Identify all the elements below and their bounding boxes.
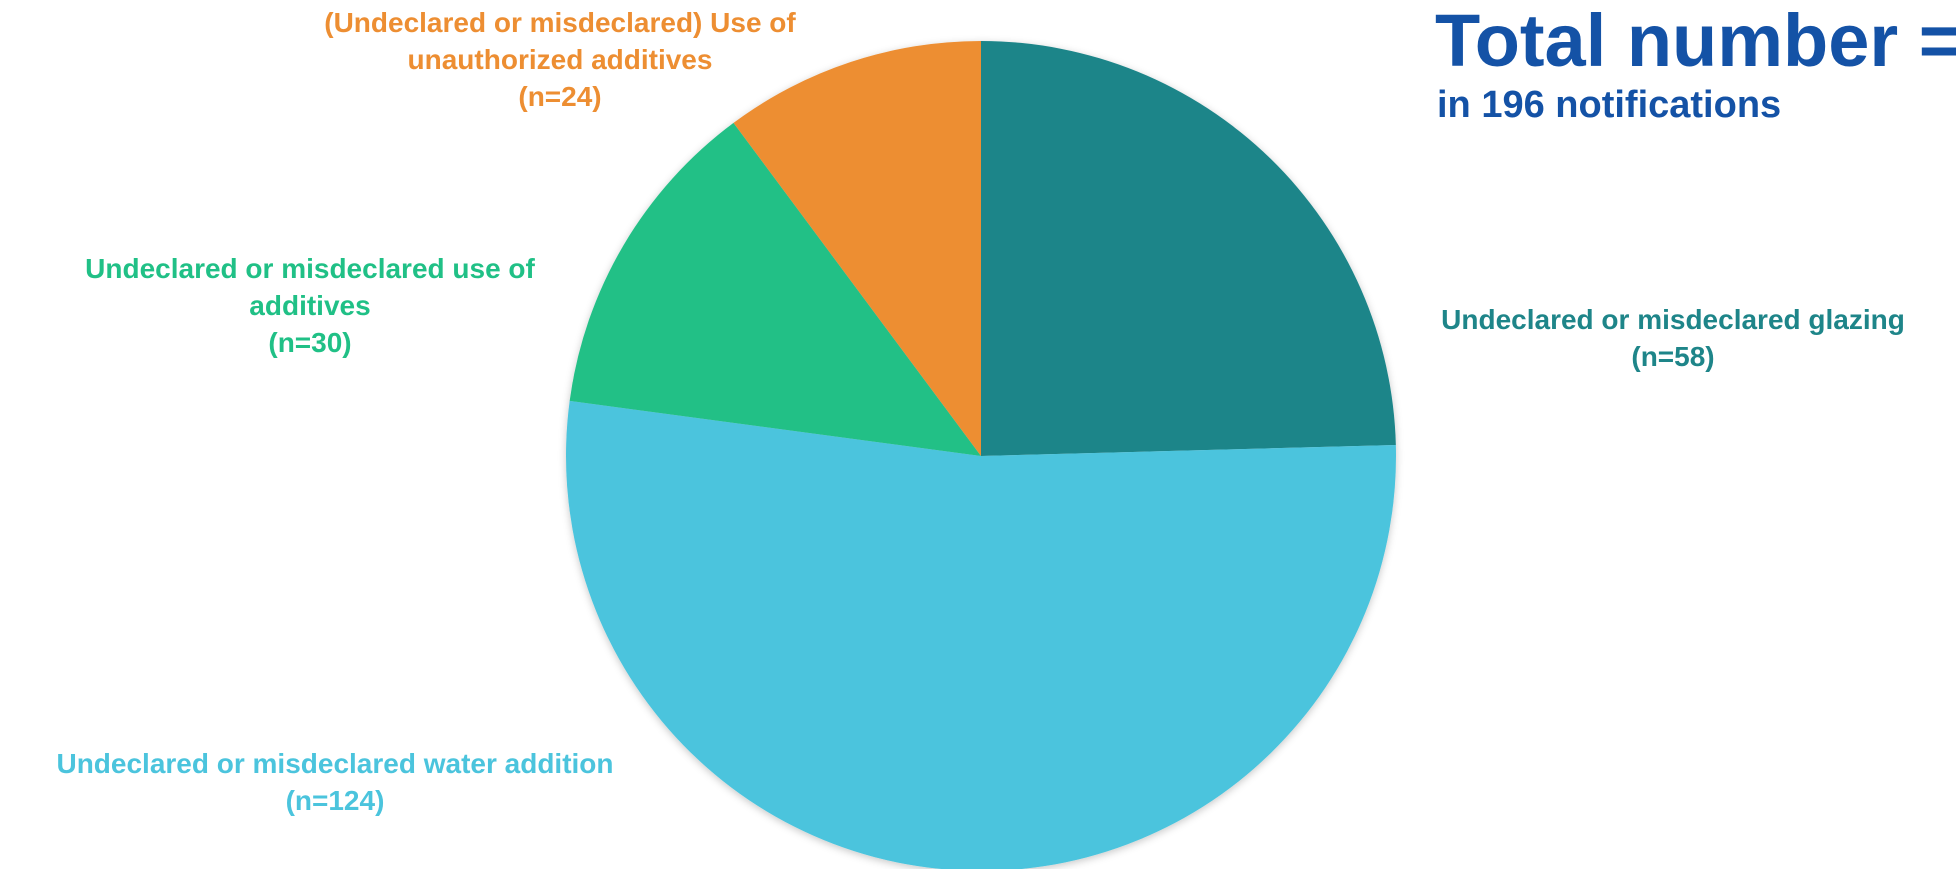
pie-slice-water-addition [566, 400, 1396, 869]
pie-slice-use-of-additives [569, 122, 981, 457]
slice-label-unauthorized-additives-line-1: (Undeclared or misdeclared) Use of [324, 7, 796, 38]
slice-label-use-of-additives-line-1: Undeclared or misdeclared use of [85, 253, 535, 284]
slice-label-water-addition: Undeclared or misdeclared water addition… [0, 745, 670, 819]
pie-slice-unauthorized-additives [733, 41, 981, 456]
slice-label-use-of-additives: Undeclared or misdeclared use of additiv… [30, 250, 590, 361]
slice-label-glazing: Undeclared or misdeclared glazing (n=58) [1413, 301, 1933, 375]
slice-label-use-of-additives-count: (n=30) [268, 327, 352, 358]
slice-label-glazing-count: (n=58) [1631, 341, 1715, 372]
slice-label-unauthorized-additives: (Undeclared or misdeclared) Use of unaut… [270, 4, 850, 115]
chart-subtitle: in 196 notifications [1437, 84, 1782, 126]
slice-label-unauthorized-additives-line-2: unauthorized additives [407, 44, 713, 75]
slice-label-water-addition-line-1: Undeclared or misdeclared water addition [56, 748, 614, 779]
chart-title: Total number = [1435, 0, 1956, 82]
slice-label-use-of-additives-line-2: additives [249, 290, 371, 321]
pie-slice-glazing [981, 41, 1396, 456]
slice-label-unauthorized-additives-count: (n=24) [518, 81, 602, 112]
slice-label-water-addition-count: (n=124) [285, 785, 385, 816]
slice-label-glazing-line-1: Undeclared or misdeclared glazing [1441, 304, 1905, 335]
